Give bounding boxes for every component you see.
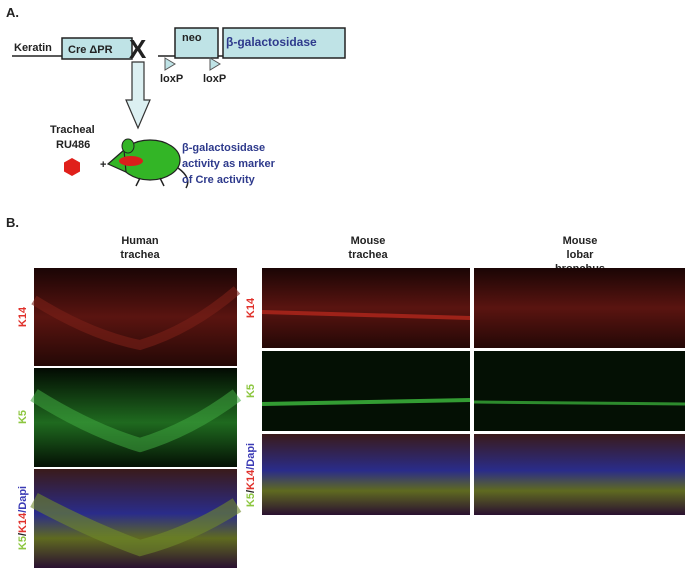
micrograph-detail [30,389,242,453]
arrow [125,61,151,130]
label-part: K14 [17,512,29,533]
row-label: K5 [245,384,257,398]
column-heading: Mouse [351,235,386,247]
column-heading: lobar [567,249,595,261]
micrograph [262,351,470,431]
micrograph-detail [30,492,242,557]
drug-label: Tracheal [50,124,95,136]
row-label: K14 [245,297,257,318]
loxp-site [209,57,221,71]
row-label: K5 [17,410,29,424]
micrograph [262,268,470,348]
column-heading: trachea [120,249,160,261]
row-label: K14 [17,306,29,327]
plus: + [100,159,106,171]
micrograph [262,434,470,515]
reporter-box [222,27,346,59]
neo-label: neo [182,32,202,44]
drug-icon [64,158,80,176]
loxp-label: loxP [203,73,226,85]
panel-label: B. [6,215,19,230]
row-label: K5/K14/Dapi [17,486,29,550]
mouse-icon [106,138,189,189]
column-heading: trachea [348,249,388,261]
micrograph [474,351,685,431]
label-part: K5 [17,536,29,550]
drug-label: RU486 [56,139,90,151]
label-part: K5 [245,493,257,507]
panel-label: A. [6,5,19,20]
column-heading: Human [121,235,159,247]
label-part: / [17,533,29,536]
readout: of Cre activity [182,174,256,186]
micrograph [474,434,685,515]
reporter-label: β-galactosidase [226,35,317,49]
micrograph [474,268,685,348]
micrograph-detail [31,286,241,351]
neo-box [174,27,219,59]
readout: activity as marker [182,158,276,170]
micrograph-detail [473,400,686,406]
row-label: K5/K14/Dapi [245,443,257,507]
cross: X [129,34,147,64]
cre-box [61,37,133,60]
readout: β-galactosidase [182,142,265,154]
promoter: Keratin [14,42,52,54]
label-part: / [245,490,257,493]
loxp-site [164,57,176,71]
micrograph-detail [261,310,471,320]
micrograph-detail [261,398,471,406]
label-part: K14 [245,469,257,490]
cre-label: Cre ΔPR [68,44,113,56]
label-part: /Dapi [245,443,257,470]
loxp-label: loxP [160,73,183,85]
label-part: /Dapi [17,486,29,513]
column-heading: Mouse [563,235,598,247]
